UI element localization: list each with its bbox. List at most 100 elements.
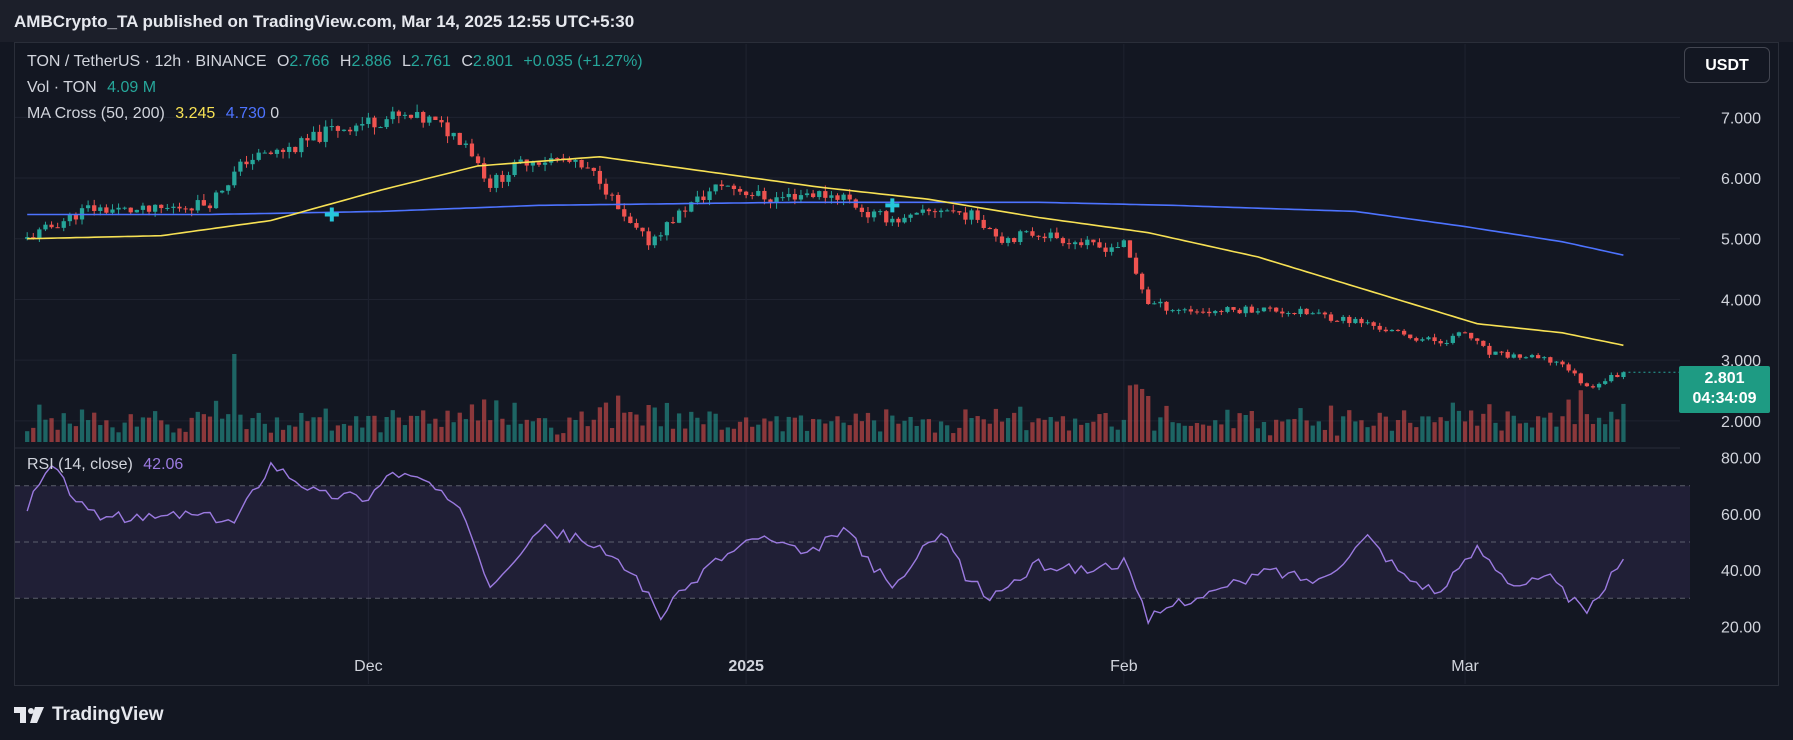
- candle-body: [1267, 307, 1273, 309]
- ma-label[interactable]: MA Cross (50, 200): [27, 105, 165, 122]
- volume-bar: [390, 410, 395, 442]
- volume-bar: [1054, 421, 1059, 442]
- volume-bar: [1048, 417, 1053, 442]
- chart-frame[interactable]: [14, 42, 1779, 686]
- candle-body: [622, 209, 627, 217]
- volume-bar: [1018, 406, 1023, 442]
- time-axis-label: 2025: [728, 658, 764, 675]
- candle-body: [1401, 330, 1407, 335]
- volume-bar: [67, 423, 72, 442]
- candle-body: [1255, 311, 1261, 313]
- volume-bar: [707, 411, 712, 442]
- candle-body: [189, 208, 194, 211]
- volume-bar: [1347, 410, 1352, 442]
- volume-bar: [475, 420, 481, 442]
- candle-body: [67, 214, 72, 222]
- volume-bar: [1079, 424, 1084, 442]
- candle-body: [1243, 306, 1248, 314]
- candle-body: [878, 211, 883, 213]
- candle-body: [658, 235, 663, 237]
- volume-bar: [317, 417, 322, 442]
- volume-bar: [835, 416, 840, 442]
- candle-body: [1596, 383, 1602, 388]
- volume-bar: [957, 427, 962, 442]
- candle-body: [1353, 318, 1358, 324]
- volume-bar: [122, 422, 127, 442]
- candle-body: [1444, 342, 1449, 344]
- volume-bar: [695, 417, 700, 442]
- volume-bar: [457, 412, 462, 442]
- volume-bar: [37, 404, 42, 442]
- volume-bar: [1353, 421, 1358, 442]
- volume-bar: [969, 418, 974, 442]
- candle-body: [616, 194, 621, 210]
- candle-body: [1200, 311, 1206, 313]
- currency-button[interactable]: USDT: [1684, 47, 1770, 83]
- volume-bar: [494, 400, 499, 442]
- brand-name: TradingView: [52, 704, 164, 725]
- candle-body: [494, 174, 499, 188]
- volume-label[interactable]: Vol · TON: [27, 79, 97, 96]
- candle-body: [488, 178, 493, 188]
- volume-bar: [701, 424, 706, 442]
- volume-bar: [1609, 411, 1614, 442]
- volume-bar: [451, 422, 456, 442]
- candle-body: [932, 211, 938, 213]
- price-axis-label: 5.000: [1721, 232, 1761, 249]
- candle-body: [1164, 301, 1169, 311]
- volume-bar: [1219, 424, 1224, 442]
- candle-body: [1432, 337, 1437, 342]
- candle-body: [287, 146, 292, 152]
- volume-bar: [31, 427, 36, 442]
- footer-brand[interactable]: TradingView: [14, 700, 164, 730]
- volume-bar: [1304, 420, 1309, 442]
- candle-body: [768, 199, 773, 204]
- candle-body: [1383, 329, 1388, 332]
- candle-body: [1054, 232, 1059, 239]
- volume-bar: [347, 425, 353, 442]
- candle-body: [1091, 239, 1096, 243]
- volume-bar: [1596, 417, 1602, 442]
- candle-body: [1420, 339, 1425, 341]
- candle-body: [1462, 332, 1468, 334]
- candle-body: [792, 193, 797, 200]
- candle-body: [85, 205, 91, 209]
- rsi-line: [26, 461, 1624, 626]
- candle-body: [683, 210, 688, 212]
- volume-bar: [926, 419, 932, 442]
- candle-body: [335, 126, 341, 131]
- candle-body: [609, 194, 615, 196]
- volume-bar: [1310, 425, 1315, 442]
- candle-body: [140, 205, 146, 210]
- volume-bar: [116, 432, 121, 442]
- volume-bar: [244, 429, 249, 442]
- volume-bar: [810, 418, 816, 442]
- rsi-label[interactable]: RSI (14, close): [27, 456, 133, 473]
- volume-bar: [146, 417, 152, 442]
- volume-bar: [628, 411, 633, 442]
- candle-body: [890, 218, 895, 223]
- volume-bar: [804, 430, 810, 442]
- volume-bar: [1085, 422, 1090, 442]
- candle-body: [896, 218, 901, 223]
- price-axis-label: 6.000: [1721, 171, 1761, 188]
- candle-body: [975, 210, 980, 220]
- ma-cross-marker: [324, 207, 339, 222]
- rsi-axis-label: 60.00: [1721, 507, 1761, 524]
- candle-body: [847, 194, 852, 200]
- candle-body: [372, 117, 377, 128]
- candle-body: [1554, 361, 1559, 363]
- candle-body: [1542, 357, 1547, 359]
- volume-bar: [1572, 424, 1577, 442]
- candle-body: [1207, 311, 1212, 314]
- volume-bar: [1389, 430, 1395, 442]
- candle-body: [1347, 316, 1352, 324]
- price-axis-label: 3.000: [1721, 353, 1761, 370]
- candle-body: [1261, 307, 1267, 312]
- candle-body: [786, 193, 791, 198]
- symbol-label[interactable]: TON / TetherUS · 12h · BINANCE: [27, 53, 267, 70]
- candle-body: [1109, 247, 1114, 252]
- candle-body: [414, 112, 420, 118]
- volume-bar: [1383, 416, 1388, 442]
